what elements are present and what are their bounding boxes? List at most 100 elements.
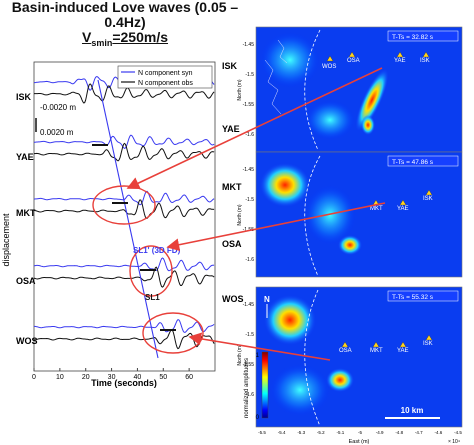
legend-syn: N component syn xyxy=(138,70,193,77)
subtitle-prefix: V xyxy=(81,29,92,45)
map-1-station-yae: YAE xyxy=(394,58,406,64)
xtick-label: 40 xyxy=(134,374,142,381)
map-3-time-box xyxy=(387,290,459,302)
map-1-glow-b xyxy=(305,100,355,140)
map-3-station-osa: OSA xyxy=(339,348,352,354)
map-1-coastline xyxy=(264,39,288,115)
map-3-ytick-1: -1.5 xyxy=(245,332,254,338)
map-2-station-isk: ISK xyxy=(423,196,433,202)
trace-syn-yae xyxy=(33,134,215,149)
map-xtick-label: -4.8 xyxy=(395,430,403,435)
map-label-yae: YAE xyxy=(222,124,240,134)
map-xtick-label: -5.3 xyxy=(297,430,305,435)
map-3-time-label: T-Ts = 55.32 s xyxy=(392,294,434,301)
seismogram-panel: -0.0020 m 0.0020 m N component syn N com… xyxy=(1,61,216,388)
seismogram-traces xyxy=(33,76,215,350)
north-label: N xyxy=(264,295,270,304)
map-3-station-mkt: MKT xyxy=(370,348,383,354)
trace-syn-osa xyxy=(33,257,215,272)
seismogram-ylabel: displacement xyxy=(1,213,11,267)
map-1-station-isk: ISK xyxy=(420,58,430,64)
trace-label-isk: ISK xyxy=(16,92,32,102)
map-3-ylabel: North (m) xyxy=(237,344,243,365)
phase-pick-line xyxy=(97,79,159,359)
legend-box xyxy=(117,65,213,89)
map-2-ylabel: North (m) xyxy=(237,204,243,225)
map-3-glow xyxy=(270,364,330,416)
map-3-station-marker-mkt xyxy=(372,341,380,348)
map-xtick-label: -4.7 xyxy=(415,430,423,435)
map-1-station-marker-wos xyxy=(326,55,334,62)
highlight-ellipse-mkt xyxy=(92,185,156,225)
map-1-time-box xyxy=(387,30,459,42)
map-1-hot-a xyxy=(355,68,389,132)
map-3-ytick-3: -1.6 xyxy=(245,392,254,398)
trace-label-osa: OSA xyxy=(16,276,36,286)
trace-label-yae: YAE xyxy=(16,152,34,162)
xtick-label: 60 xyxy=(185,374,193,381)
map-panel-1: T-Ts = 32.82 s WOS OSA YAE ISK North (m)… xyxy=(237,26,463,153)
map-2-ytick-3: -1.6 xyxy=(245,257,254,263)
annotation-sl1-3d: SL1' (3D FD) xyxy=(133,246,181,255)
map-3-station-marker-isk xyxy=(425,334,433,341)
map-2-station-yae: YAE xyxy=(397,206,409,212)
map-2-time-box xyxy=(387,155,459,167)
scale-label-pos: 0.0020 m xyxy=(40,128,74,137)
map-2-ytick-1: -1.5 xyxy=(245,197,254,203)
map-xtick-label: -5.4 xyxy=(278,430,286,435)
map-1-hot-b xyxy=(361,115,375,135)
xtick-label: 30 xyxy=(108,374,116,381)
xtick-label: 50 xyxy=(159,374,167,381)
map-3-station-marker-yae xyxy=(399,341,407,348)
trace-obs-isk xyxy=(34,83,215,104)
map-xlabel: East (m) xyxy=(349,439,370,445)
highlight-ellipse-osa xyxy=(129,245,173,297)
map-2-station-marker-yae xyxy=(399,199,407,206)
map-label-osa: OSA xyxy=(222,239,242,249)
link-arrow-3 xyxy=(188,332,331,361)
xtick-label: 0 xyxy=(32,374,36,381)
map-2-station-mkt: MKT xyxy=(370,206,383,212)
map-1-station-marker-osa xyxy=(348,51,356,58)
xtick-label: 10 xyxy=(56,374,64,381)
map-xtick-label: -4.6 xyxy=(435,430,443,435)
colorbar-label: normalized amplitudes xyxy=(244,358,250,418)
colorbar-tick-max: 1 xyxy=(256,353,260,359)
map-2-hot-a xyxy=(260,163,310,207)
map-2-ytick-0: -1.45 xyxy=(243,167,255,173)
map-xtick-label: -4.9 xyxy=(376,430,384,435)
figure-title: Basin-induced Love waves (0.05 – 0.4Hz) … xyxy=(0,0,250,51)
trace-obs-osa xyxy=(33,266,215,288)
map-3-station-yae: YAE xyxy=(397,348,409,354)
title-line: Basin-induced Love waves (0.05 – 0.4Hz) xyxy=(11,0,239,30)
map-xtick-label: -5.5 xyxy=(258,430,266,435)
map-label-wos: WOS xyxy=(222,294,244,304)
map-1-ytick-1: -1.5 xyxy=(245,72,254,78)
highlight-ellipse-wos xyxy=(142,312,204,354)
seismogram-xlabel: Time (seconds) xyxy=(91,378,157,388)
map-1-station-osa: OSA xyxy=(347,58,360,64)
colorbar-tick-min: 0 xyxy=(256,415,260,421)
map-1-station-wos: WOS xyxy=(322,64,336,70)
map-1-basin-edge xyxy=(304,29,321,151)
map-panel-2: T-Ts = 47.86 s MKT YAE ISK North (m) -1.… xyxy=(237,151,463,278)
colorbar xyxy=(261,351,269,419)
map-1-station-marker-isk xyxy=(422,51,430,58)
trace-syn-wos xyxy=(34,319,215,333)
map-1-glow-a xyxy=(260,32,320,88)
trace-label-wos: WOS xyxy=(16,336,38,346)
subtitle-line: Vsmin=250m/s xyxy=(0,30,250,51)
map-3-station-marker-osa xyxy=(341,341,349,348)
map-x-exponent: × 10⁴ xyxy=(448,439,460,445)
trace-obs-yae xyxy=(34,142,215,162)
map-1-ylabel: North (m) xyxy=(237,79,243,100)
map-3-ytick-0: -1.45 xyxy=(243,302,255,308)
map-1-time-label: T-Ts = 32.82 s xyxy=(392,34,434,41)
map-xtick-label: -4.5 xyxy=(454,430,462,435)
map-xtick-label: -5.2 xyxy=(317,430,325,435)
legend-obs: N component obs xyxy=(138,80,193,87)
xtick-label: 20 xyxy=(82,374,90,381)
map-2-station-marker-isk xyxy=(425,189,433,196)
map-1-ytick-0: -1.45 xyxy=(243,42,255,48)
